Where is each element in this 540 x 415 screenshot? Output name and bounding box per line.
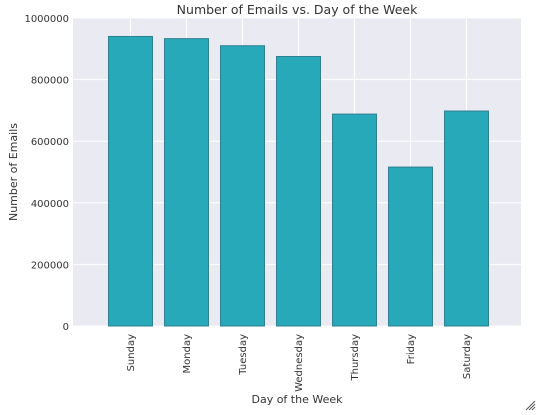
x-tick-label: Wednesday [294, 334, 305, 392]
y-tick-label: 0 [63, 322, 69, 333]
x-tick-label: Saturday [462, 334, 473, 379]
bar-friday [388, 166, 433, 327]
x-tick-label: Sunday [126, 334, 137, 371]
x-tick-label: Tuesday [238, 334, 249, 376]
y-tick-label: 600000 [31, 137, 69, 148]
x-tick-label: Thursday [350, 334, 361, 382]
resize-grip-icon[interactable] [524, 399, 536, 411]
x-axis-ticks: Sunday Monday Tuesday Wednesday Thursday Frid… [126, 334, 473, 392]
bar-tuesday [220, 45, 265, 327]
x-tick-label: Friday [406, 334, 417, 364]
bar-monday [164, 38, 209, 327]
y-axis-ticks: 0 200000 400000 600000 800000 1000000 [24, 14, 69, 333]
chart-title: Number of Emails vs. Day of the Week [177, 2, 418, 17]
bar-saturday [444, 110, 489, 327]
bar-thursday [332, 113, 377, 327]
bar-sunday [108, 35, 153, 327]
y-axis-label: Number of Emails [7, 123, 20, 221]
y-tick-label: 1000000 [24, 14, 69, 25]
bars [108, 35, 489, 327]
y-tick-label: 200000 [31, 260, 69, 271]
x-tick-label: Monday [182, 334, 193, 374]
bar-wednesday [276, 56, 321, 327]
y-tick-label: 800000 [31, 76, 69, 87]
x-axis-label: Day of the Week [251, 393, 343, 406]
y-tick-label: 400000 [31, 199, 69, 210]
